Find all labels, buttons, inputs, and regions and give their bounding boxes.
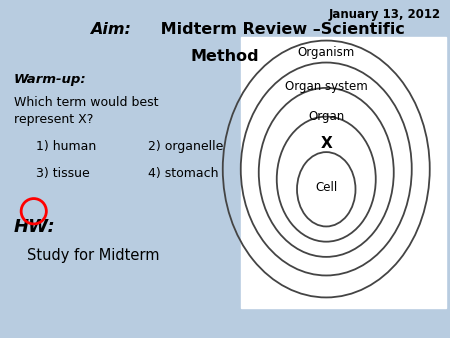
FancyBboxPatch shape (241, 37, 446, 308)
Text: 3) tissue: 3) tissue (36, 167, 90, 180)
Text: Cell: Cell (315, 181, 338, 194)
Text: Organ system: Organ system (285, 80, 368, 93)
Text: Aim:: Aim: (90, 22, 131, 37)
Text: Method: Method (191, 49, 259, 64)
Text: Warm-up:: Warm-up: (14, 73, 86, 86)
Text: January 13, 2012: January 13, 2012 (329, 8, 441, 21)
Text: HW:: HW: (14, 218, 55, 236)
Text: X: X (320, 136, 332, 151)
Text: Which term would best
represent X?: Which term would best represent X? (14, 96, 158, 126)
Text: 1) human: 1) human (36, 140, 96, 153)
Text: 4) stomach: 4) stomach (148, 167, 219, 180)
Text: 2) organelle: 2) organelle (148, 140, 224, 153)
Text: Organ: Organ (308, 110, 344, 123)
Text: Study for Midterm: Study for Midterm (27, 248, 159, 263)
Text: Midterm Review –Scientific: Midterm Review –Scientific (155, 22, 405, 37)
Text: Organism: Organism (297, 46, 355, 59)
